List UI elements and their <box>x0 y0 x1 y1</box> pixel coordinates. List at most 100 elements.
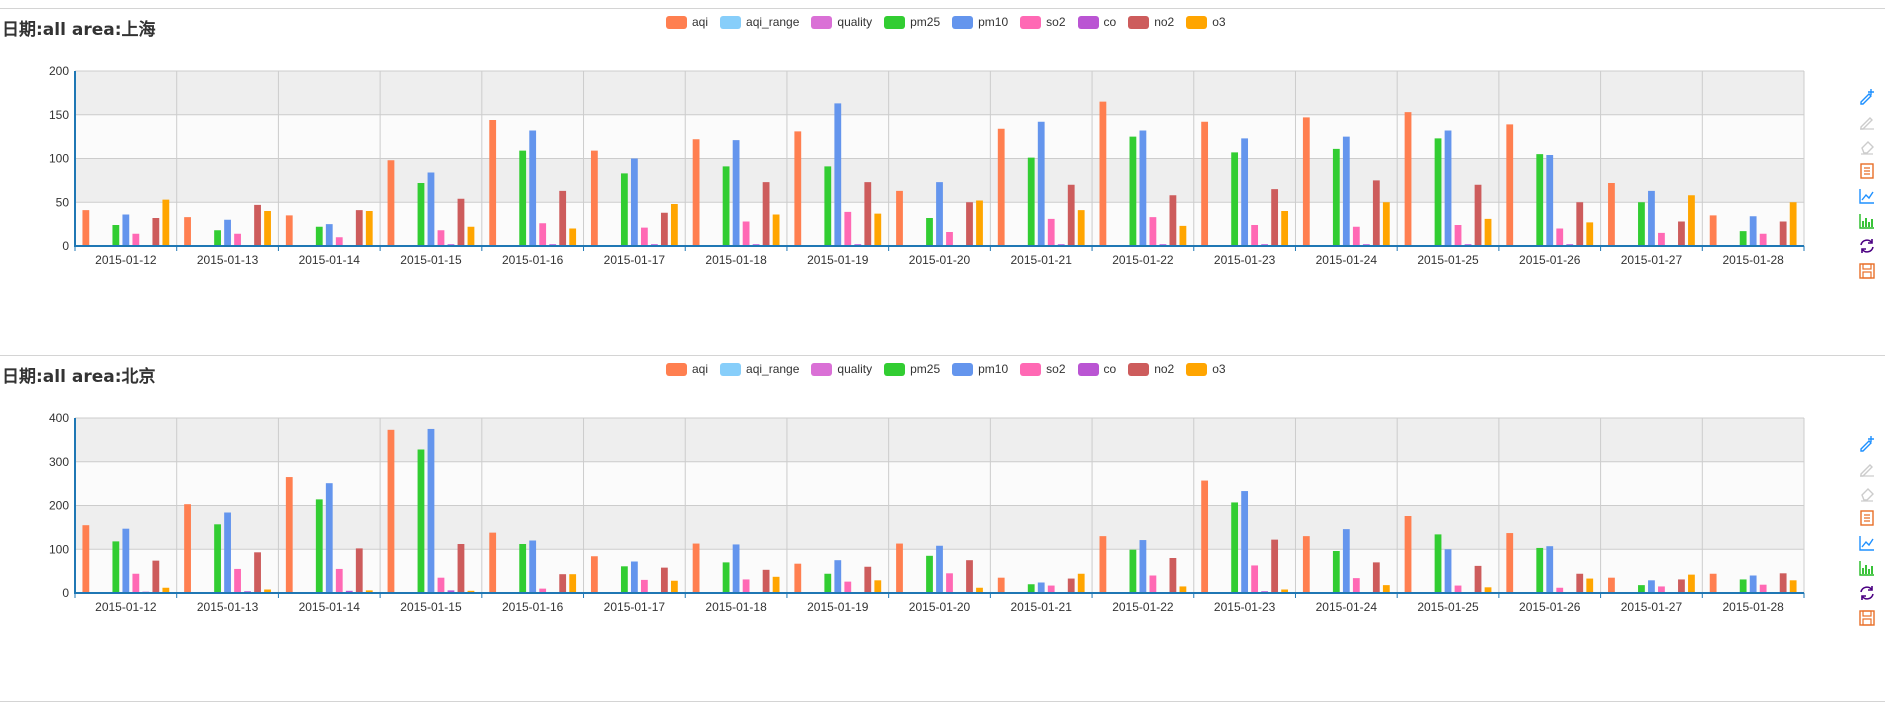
bar-o3[interactable] <box>1586 578 1594 593</box>
bar-aqi[interactable] <box>1099 536 1107 594</box>
bar-aqi[interactable] <box>896 543 903 593</box>
bar-o3[interactable] <box>467 226 475 246</box>
bar-aqi[interactable] <box>1201 480 1209 593</box>
bar-pm10[interactable] <box>1546 155 1554 246</box>
bar-no2[interactable] <box>1372 562 1380 594</box>
bar-aqi[interactable] <box>692 543 700 593</box>
bar-pm10[interactable] <box>1342 136 1350 247</box>
bar-o3[interactable] <box>365 590 373 594</box>
bar-so2[interactable] <box>1759 584 1767 593</box>
bar-o3[interactable] <box>467 590 475 593</box>
bar-so2[interactable] <box>742 221 750 247</box>
bar-pm10[interactable] <box>427 428 435 593</box>
bar-o3[interactable] <box>1484 587 1492 593</box>
bar-o3[interactable] <box>1077 210 1085 247</box>
save-image-icon[interactable] <box>1856 258 1878 283</box>
bar-pm10[interactable] <box>325 483 333 593</box>
bar-o3[interactable] <box>1179 586 1187 593</box>
bar-so2[interactable] <box>1251 565 1259 593</box>
bar-no2[interactable] <box>966 202 973 246</box>
legend-item-quality[interactable]: quality <box>811 362 872 376</box>
bar-aqi[interactable] <box>590 556 598 593</box>
bar-aqi[interactable] <box>285 215 293 247</box>
bar-o3[interactable] <box>569 228 577 247</box>
bar-aqi[interactable] <box>184 504 191 593</box>
bar-o3[interactable] <box>670 580 678 593</box>
bar-so2[interactable] <box>335 568 343 593</box>
bar-pm25[interactable] <box>1638 585 1645 594</box>
pencil-add-icon[interactable] <box>1856 83 1878 108</box>
bar-pm10[interactable] <box>1444 549 1452 593</box>
bar-o3[interactable] <box>1688 574 1695 594</box>
bar-o3[interactable] <box>1382 585 1390 594</box>
bar-pm10[interactable] <box>1342 529 1350 594</box>
bar-aqi[interactable] <box>997 577 1005 593</box>
bar-o3[interactable] <box>1281 589 1289 594</box>
bar-pm10[interactable] <box>1648 190 1655 247</box>
bar-pm25[interactable] <box>1536 154 1544 247</box>
bar-pm10[interactable] <box>122 214 130 247</box>
legend-item-co[interactable]: co <box>1077 362 1116 376</box>
bar-o3[interactable] <box>162 587 170 593</box>
line-chart-icon[interactable] <box>1856 183 1878 208</box>
bar-pm25[interactable] <box>1739 579 1747 593</box>
legend-item-quality[interactable]: quality <box>811 15 872 29</box>
bar-so2[interactable] <box>1658 586 1665 593</box>
legend-item-co[interactable]: co <box>1077 15 1116 29</box>
bar-no2[interactable] <box>152 218 160 246</box>
bar-pm25[interactable] <box>1129 136 1137 247</box>
bar-o3[interactable] <box>1382 202 1390 246</box>
bar-so2[interactable] <box>437 230 445 246</box>
bar-pm10[interactable] <box>325 224 333 247</box>
save-image-icon[interactable] <box>1856 605 1878 630</box>
bar-pm25[interactable] <box>926 555 933 593</box>
bar-pm10[interactable] <box>936 545 943 593</box>
bar-pm25[interactable] <box>112 541 120 594</box>
bar-pm25[interactable] <box>722 166 730 247</box>
bar-aqi[interactable] <box>82 525 90 593</box>
bar-no2[interactable] <box>864 182 872 247</box>
bar-pm10[interactable] <box>732 140 740 247</box>
legend-item-aqi-range[interactable]: aqi_range <box>720 15 799 29</box>
bar-so2[interactable] <box>539 588 547 594</box>
bar-pm25[interactable] <box>1027 584 1035 593</box>
bar-aqi[interactable] <box>1608 577 1615 593</box>
bar-aqi[interactable] <box>1099 101 1107 247</box>
bar-pm25[interactable] <box>214 524 221 593</box>
bar-no2[interactable] <box>1678 221 1685 247</box>
bar-so2[interactable] <box>1149 575 1157 594</box>
bar-so2[interactable] <box>946 573 953 593</box>
bar-no2[interactable] <box>660 212 668 246</box>
eraser-icon[interactable] <box>1856 133 1878 158</box>
bar-no2[interactable] <box>1474 184 1482 246</box>
bar-co[interactable] <box>345 590 353 593</box>
legend-item-no2[interactable]: no2 <box>1128 362 1174 376</box>
bar-no2[interactable] <box>1779 573 1787 593</box>
legend-item-o3[interactable]: o3 <box>1186 362 1226 376</box>
bar-o3[interactable] <box>569 574 577 593</box>
bar-pm10[interactable] <box>732 544 740 593</box>
bar-pm25[interactable] <box>214 230 221 246</box>
bar-aqi[interactable] <box>1404 112 1412 247</box>
legend-item-no2[interactable]: no2 <box>1128 15 1174 29</box>
bar-o3[interactable] <box>1281 211 1289 246</box>
bar-pm25[interactable] <box>315 226 323 246</box>
bar-pm25[interactable] <box>1231 152 1239 247</box>
data-view-icon[interactable] <box>1856 505 1878 530</box>
bar-no2[interactable] <box>762 569 770 593</box>
bar-no2[interactable] <box>1169 195 1177 246</box>
bar-no2[interactable] <box>1067 578 1075 593</box>
bar-pm10[interactable] <box>1037 121 1045 246</box>
bar-o3[interactable] <box>1484 218 1492 247</box>
bar-so2[interactable] <box>132 573 140 593</box>
bar-no2[interactable] <box>1067 184 1075 246</box>
pencil-icon[interactable] <box>1856 108 1878 133</box>
bar-o3[interactable] <box>976 200 983 247</box>
legend-item-pm10[interactable]: pm10 <box>952 362 1008 376</box>
bar-so2[interactable] <box>640 579 648 594</box>
data-view-icon[interactable] <box>1856 158 1878 183</box>
bar-o3[interactable] <box>772 576 780 593</box>
bar-no2[interactable] <box>254 552 261 593</box>
bar-pm10[interactable] <box>1546 546 1554 593</box>
bar-no2[interactable] <box>355 210 363 247</box>
